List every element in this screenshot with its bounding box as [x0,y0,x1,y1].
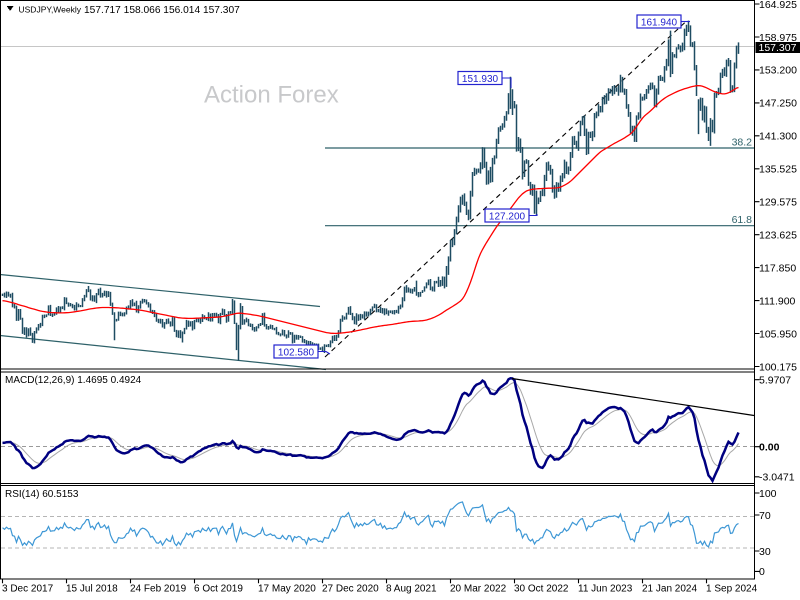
svg-text:17 May 2020: 17 May 2020 [258,584,316,595]
svg-text:20 Mar 2022: 20 Mar 2022 [450,584,507,595]
svg-text:21 Jan 2024: 21 Jan 2024 [642,584,697,595]
svg-text:3 Dec 2017: 3 Dec 2017 [2,584,54,595]
svg-text:100.175: 100.175 [759,361,797,373]
svg-text:5.9707: 5.9707 [759,375,791,387]
svg-text:8 Aug 2021: 8 Aug 2021 [386,584,437,595]
svg-text:158.975: 158.975 [759,32,797,44]
svg-text:129.575: 129.575 [759,197,797,209]
svg-text:30 Oct 2022: 30 Oct 2022 [514,584,569,595]
svg-text:11 Jun 2023: 11 Jun 2023 [578,584,633,595]
svg-text:USDJPY,Weekly: USDJPY,Weekly [19,5,82,15]
svg-text:157.717 158.066 156.014 157.30: 157.717 158.066 156.014 157.307 [84,5,240,16]
svg-text:1 Sep 2024: 1 Sep 2024 [706,584,758,595]
svg-text:164.925: 164.925 [759,0,797,11]
svg-text:30: 30 [759,546,771,558]
svg-text:MACD(12,26,9) 1.4695 0.4924: MACD(12,26,9) 1.4695 0.4924 [5,375,142,386]
svg-text:117.850: 117.850 [759,262,796,274]
svg-text:38.2: 38.2 [732,137,753,149]
svg-text:6 Oct 2019: 6 Oct 2019 [194,584,243,595]
svg-text:123.625: 123.625 [759,230,797,242]
svg-text:100: 100 [759,488,777,500]
svg-text:127.200: 127.200 [489,212,526,223]
svg-text:153.200: 153.200 [759,65,797,77]
svg-text:111.900: 111.900 [759,295,796,307]
svg-text:27 Dec 2020: 27 Dec 2020 [322,584,379,595]
svg-text:161.940: 161.940 [641,18,678,29]
svg-text:141.300: 141.300 [759,131,797,143]
svg-text:15 Jul 2018: 15 Jul 2018 [66,584,118,595]
svg-text:151.930: 151.930 [462,74,499,85]
svg-text:-3.0471: -3.0471 [759,472,795,484]
svg-text:147.250: 147.250 [759,98,797,110]
svg-text:RSI(14) 60.5153: RSI(14) 60.5153 [5,489,79,500]
svg-text:105.950: 105.950 [759,328,797,340]
svg-text:0: 0 [759,566,765,578]
svg-text:70: 70 [759,510,771,522]
svg-text:61.8: 61.8 [732,214,753,226]
svg-text:24 Feb 2019: 24 Feb 2019 [130,584,187,595]
svg-text:0.00: 0.00 [759,442,780,454]
svg-text:135.525: 135.525 [759,164,797,176]
svg-text:102.580: 102.580 [278,348,315,359]
svg-text:Action Forex: Action Forex [204,82,339,109]
svg-text:157.307: 157.307 [759,42,797,54]
